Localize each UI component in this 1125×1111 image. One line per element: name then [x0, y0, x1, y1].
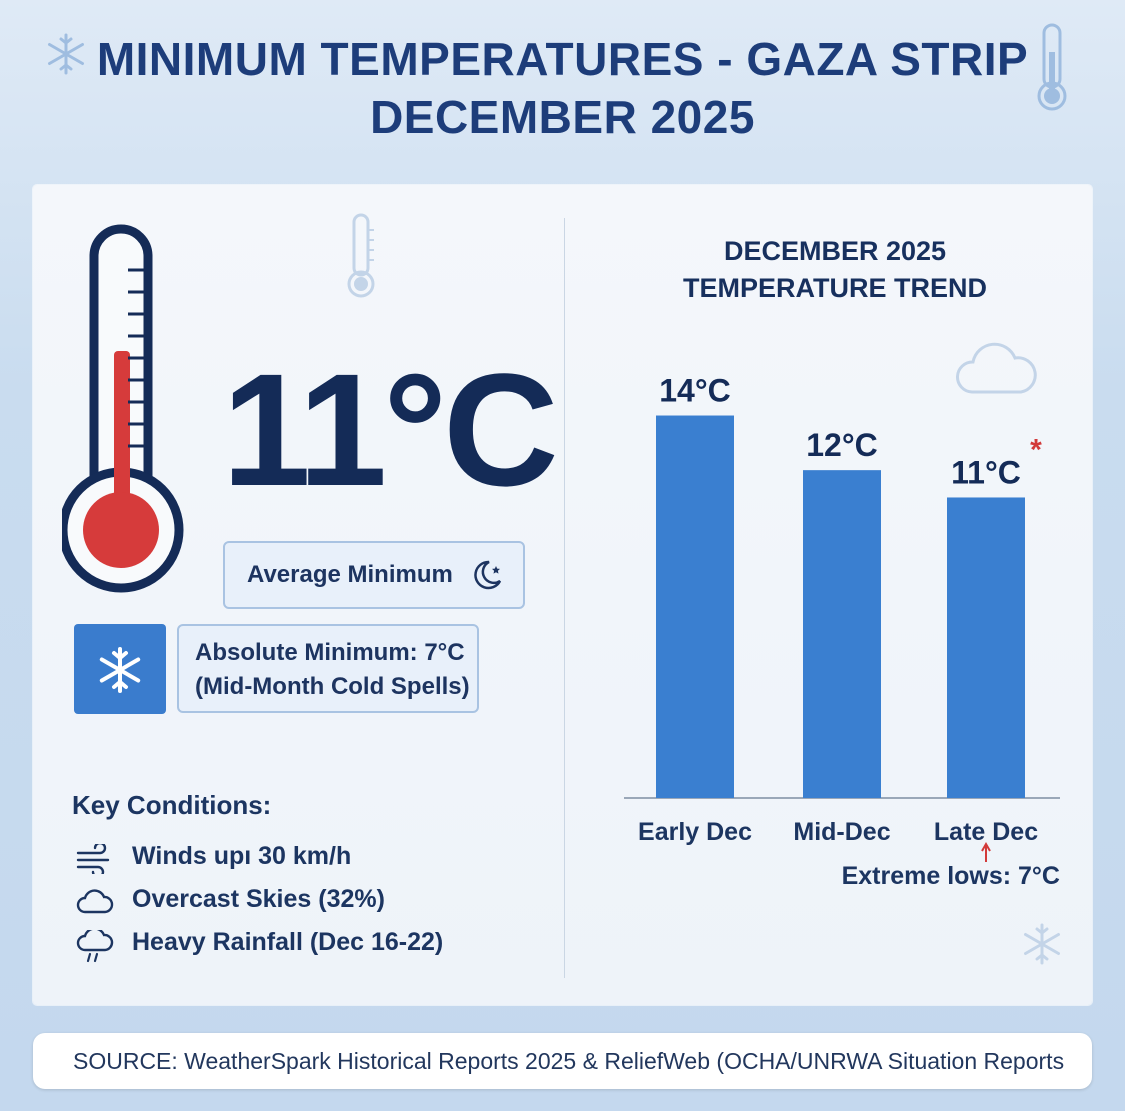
average-minimum-badge: Average Minimum [223, 541, 525, 609]
snowflake-icon [48, 33, 84, 75]
panel-divider [564, 218, 565, 978]
wind-icon [76, 844, 110, 874]
rain-cloud-icon [76, 930, 114, 963]
cloud-icon [76, 889, 114, 914]
bar [656, 415, 734, 798]
title-line-1: MINIMUM TEMPERATURES - GAZA STRIP [96, 33, 1029, 85]
thermometer-icon [347, 213, 375, 298]
page-title: MINIMUM TEMPERATURES - GAZA STRIP DECEMB… [0, 30, 1125, 146]
snowflake-icon [1024, 923, 1060, 965]
temperature-trend-chart: 14°C Early Dec 12°C Mid-Dec 11°C Late Dec * Ext… [624, 373, 1060, 890]
absolute-minimum-line2: (Mid-Month Cold Spells) [195, 673, 470, 700]
x-tick-label: Early Dec [638, 818, 752, 846]
snowflake-icon [99, 647, 141, 693]
source-footer: SOURCE: WeatherSpark Historical Reports … [33, 1033, 1092, 1089]
cloud-icon [956, 342, 1037, 394]
condition-text: Heavy Rainfall (Dec 16-22) [132, 928, 444, 956]
absolute-minimum-line1: Absolute Minimum: 7°C [195, 639, 465, 666]
extreme-lows-annotation: Extreme lows: 7°C [842, 862, 1060, 890]
key-conditions-title: Key Conditions: [72, 790, 272, 820]
average-minimum-label: Average Minimum [247, 561, 453, 588]
average-temperature-value: 11°C [222, 340, 559, 519]
bar [947, 497, 1025, 798]
bar [803, 470, 881, 798]
condition-text: Overcast Skies (32%) [132, 885, 385, 913]
bar-value-label: 12°C [806, 427, 878, 463]
x-tick-label: Mid-Dec [793, 818, 890, 846]
moon-star-icon [474, 560, 502, 590]
asterisk-marker: * [1030, 433, 1042, 466]
chart-title-line2: TEMPERATURE TREND [682, 273, 987, 303]
absolute-minimum-badge: Absolute Minimum: 7°C (Mid-Month Cold Sp… [177, 624, 479, 713]
chart-title-line1: DECEMBER 2025 [723, 236, 947, 266]
chart-title: DECEMBER 2025 TEMPERATURE TREND [590, 233, 1080, 307]
thermometer-icon [1037, 23, 1067, 111]
annotation-arrowhead [981, 841, 991, 852]
title-line-2: DECEMBER 2025 [370, 91, 755, 143]
content-panel [33, 185, 1092, 1005]
thermometer-icon [62, 224, 184, 593]
bar-value-label: 14°C [659, 373, 731, 409]
snowflake-badge [74, 624, 166, 714]
bar-value-label: 11°C [951, 454, 1021, 490]
x-tick-label: Late Dec [934, 818, 1038, 846]
condition-text: Winds upı 30 km/h [132, 842, 352, 870]
